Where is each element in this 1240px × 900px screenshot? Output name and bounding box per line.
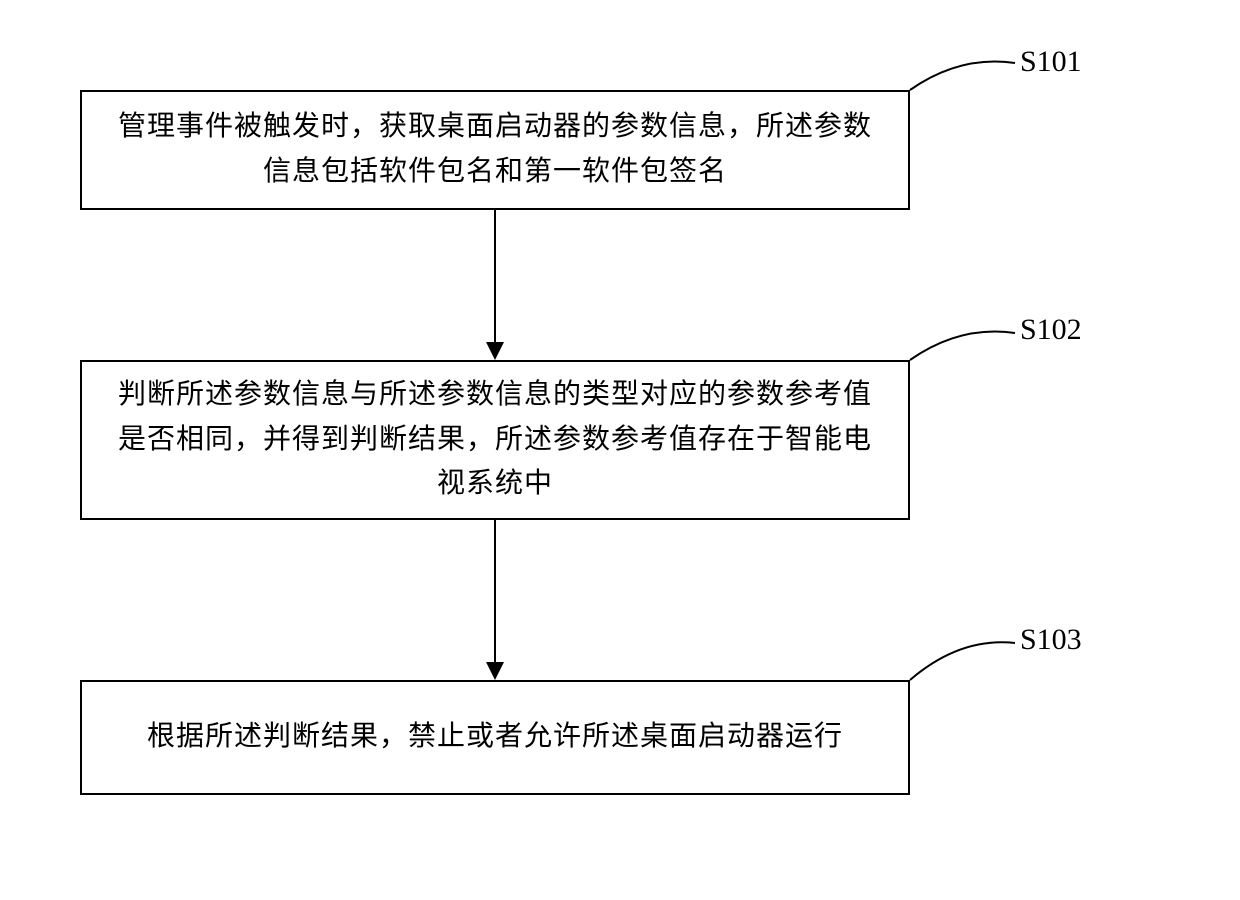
flowchart-container: 管理事件被触发时，获取桌面启动器的参数信息，所述参数信息包括软件包名和第一软件包…: [0, 0, 1240, 900]
flowchart-node-s102: 判断所述参数信息与所述参数信息的类型对应的参数参考值是否相同，并得到判断结果，所…: [80, 360, 910, 520]
node-text: 管理事件被触发时，获取桌面启动器的参数信息，所述参数信息包括软件包名和第一软件包…: [106, 105, 884, 195]
step-label-s103: S103: [1020, 623, 1082, 657]
flowchart-node-s103: 根据所述判断结果，禁止或者允许所述桌面启动器运行: [80, 680, 910, 795]
step-label-s102: S102: [1020, 313, 1082, 347]
step-label-s101: S101: [1020, 45, 1082, 79]
node-text: 根据所述判断结果，禁止或者允许所述桌面启动器运行: [147, 715, 843, 760]
flowchart-node-s101: 管理事件被触发时，获取桌面启动器的参数信息，所述参数信息包括软件包名和第一软件包…: [80, 90, 910, 210]
node-text: 判断所述参数信息与所述参数信息的类型对应的参数参考值是否相同，并得到判断结果，所…: [106, 373, 884, 507]
